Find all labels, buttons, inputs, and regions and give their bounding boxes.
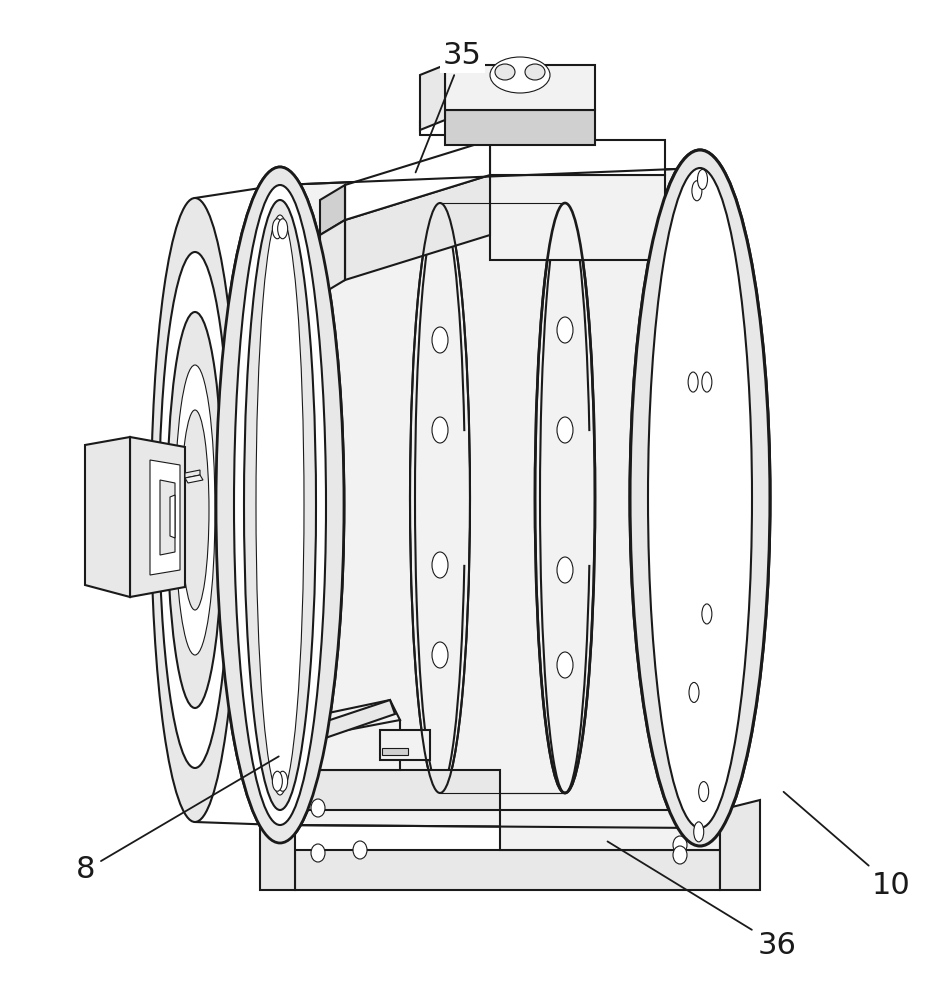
Ellipse shape: [698, 181, 707, 201]
Polygon shape: [85, 437, 129, 597]
Ellipse shape: [629, 150, 769, 846]
Polygon shape: [160, 480, 175, 555]
Ellipse shape: [697, 169, 706, 189]
Text: 8: 8: [76, 756, 278, 884]
Ellipse shape: [494, 64, 514, 80]
Ellipse shape: [272, 771, 282, 791]
Ellipse shape: [216, 167, 344, 843]
Ellipse shape: [698, 782, 708, 802]
Ellipse shape: [431, 642, 447, 668]
Polygon shape: [489, 140, 664, 175]
Ellipse shape: [697, 807, 706, 827]
Ellipse shape: [556, 557, 572, 583]
Ellipse shape: [556, 417, 572, 443]
Polygon shape: [445, 110, 594, 145]
Ellipse shape: [556, 652, 572, 678]
Ellipse shape: [693, 822, 703, 842]
Ellipse shape: [277, 222, 288, 242]
Polygon shape: [295, 720, 400, 770]
Ellipse shape: [647, 168, 751, 828]
Ellipse shape: [310, 844, 325, 862]
Ellipse shape: [701, 372, 711, 392]
Polygon shape: [280, 168, 700, 828]
Polygon shape: [260, 720, 295, 890]
Ellipse shape: [159, 252, 230, 768]
Ellipse shape: [234, 185, 326, 825]
Polygon shape: [440, 203, 565, 793]
Polygon shape: [720, 800, 759, 890]
Ellipse shape: [687, 372, 698, 392]
Polygon shape: [295, 850, 720, 890]
Polygon shape: [382, 748, 407, 755]
Polygon shape: [278, 613, 309, 627]
Polygon shape: [489, 175, 664, 260]
Ellipse shape: [688, 682, 698, 702]
Ellipse shape: [167, 312, 223, 708]
Ellipse shape: [691, 181, 702, 201]
Polygon shape: [169, 495, 175, 538]
Ellipse shape: [701, 372, 711, 392]
Ellipse shape: [692, 169, 702, 189]
Polygon shape: [320, 185, 345, 235]
Polygon shape: [300, 700, 394, 745]
Ellipse shape: [672, 846, 686, 864]
Ellipse shape: [352, 841, 367, 859]
Ellipse shape: [277, 768, 288, 788]
Ellipse shape: [687, 631, 698, 651]
Ellipse shape: [272, 222, 282, 242]
Ellipse shape: [431, 327, 447, 353]
Ellipse shape: [246, 200, 313, 810]
Ellipse shape: [687, 345, 698, 365]
Ellipse shape: [672, 836, 686, 854]
Polygon shape: [295, 700, 400, 740]
Polygon shape: [149, 460, 180, 575]
Ellipse shape: [234, 185, 326, 825]
Text: 36: 36: [606, 841, 795, 960]
Polygon shape: [500, 810, 720, 850]
Ellipse shape: [175, 365, 215, 655]
Ellipse shape: [692, 807, 702, 827]
Ellipse shape: [489, 57, 549, 93]
Ellipse shape: [150, 198, 239, 822]
Ellipse shape: [556, 317, 572, 343]
Polygon shape: [380, 730, 429, 760]
Ellipse shape: [431, 552, 447, 578]
Ellipse shape: [181, 410, 208, 610]
Ellipse shape: [431, 417, 447, 443]
Ellipse shape: [256, 215, 304, 795]
Ellipse shape: [216, 167, 344, 843]
Ellipse shape: [256, 213, 304, 797]
Ellipse shape: [272, 768, 282, 788]
Polygon shape: [295, 770, 500, 810]
Text: 35: 35: [415, 40, 481, 172]
Polygon shape: [345, 140, 489, 220]
Polygon shape: [320, 220, 345, 295]
Ellipse shape: [277, 219, 288, 239]
Ellipse shape: [657, 183, 742, 813]
Polygon shape: [129, 437, 185, 597]
Ellipse shape: [525, 64, 545, 80]
Polygon shape: [420, 65, 445, 130]
Ellipse shape: [244, 200, 316, 810]
Ellipse shape: [701, 604, 711, 624]
Ellipse shape: [701, 631, 711, 651]
Ellipse shape: [310, 799, 325, 817]
Ellipse shape: [629, 150, 769, 846]
Polygon shape: [185, 470, 200, 478]
Ellipse shape: [277, 771, 288, 791]
Ellipse shape: [272, 219, 282, 239]
Polygon shape: [278, 620, 309, 639]
Polygon shape: [445, 65, 594, 110]
Polygon shape: [345, 175, 489, 280]
Text: 10: 10: [783, 792, 909, 900]
Ellipse shape: [647, 168, 751, 828]
Polygon shape: [185, 475, 203, 483]
